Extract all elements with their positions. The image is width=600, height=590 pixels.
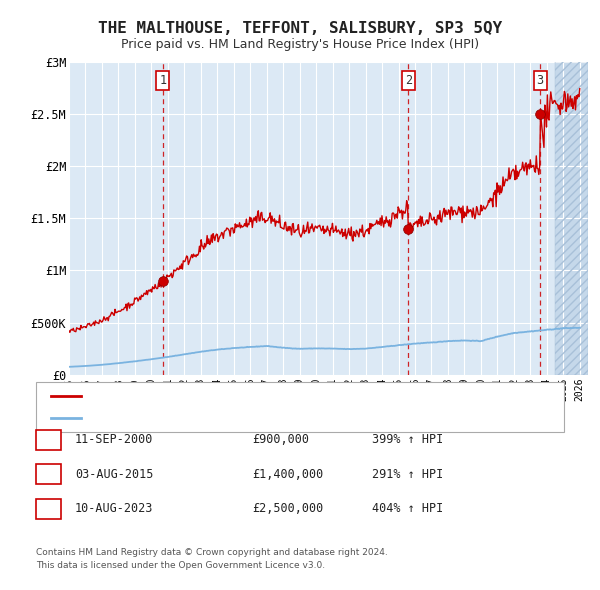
- Text: £1,400,000: £1,400,000: [252, 468, 323, 481]
- Bar: [555, 62, 588, 375]
- Text: 2: 2: [405, 74, 412, 87]
- Text: 1: 1: [45, 433, 52, 446]
- Text: 10-AUG-2023: 10-AUG-2023: [75, 502, 154, 515]
- Text: 399% ↑ HPI: 399% ↑ HPI: [372, 433, 443, 446]
- Text: 404% ↑ HPI: 404% ↑ HPI: [372, 502, 443, 515]
- Text: Contains HM Land Registry data © Crown copyright and database right 2024.
This d: Contains HM Land Registry data © Crown c…: [36, 548, 388, 570]
- Text: THE MALTHOUSE, TEFFONT, SALISBURY, SP3 5QY (detached house): THE MALTHOUSE, TEFFONT, SALISBURY, SP3 5…: [90, 391, 459, 401]
- Text: 2: 2: [45, 468, 52, 481]
- Text: 3: 3: [45, 502, 52, 515]
- Text: 1: 1: [160, 74, 166, 87]
- Text: 03-AUG-2015: 03-AUG-2015: [75, 468, 154, 481]
- Text: 291% ↑ HPI: 291% ↑ HPI: [372, 468, 443, 481]
- Text: THE MALTHOUSE, TEFFONT, SALISBURY, SP3 5QY: THE MALTHOUSE, TEFFONT, SALISBURY, SP3 5…: [98, 21, 502, 35]
- Text: £900,000: £900,000: [252, 433, 309, 446]
- Text: 11-SEP-2000: 11-SEP-2000: [75, 433, 154, 446]
- Text: £2,500,000: £2,500,000: [252, 502, 323, 515]
- Text: 3: 3: [536, 74, 544, 87]
- Text: Price paid vs. HM Land Registry's House Price Index (HPI): Price paid vs. HM Land Registry's House …: [121, 38, 479, 51]
- Text: HPI: Average price, detached house, Wiltshire: HPI: Average price, detached house, Wilt…: [90, 414, 371, 424]
- Bar: [555, 62, 588, 375]
